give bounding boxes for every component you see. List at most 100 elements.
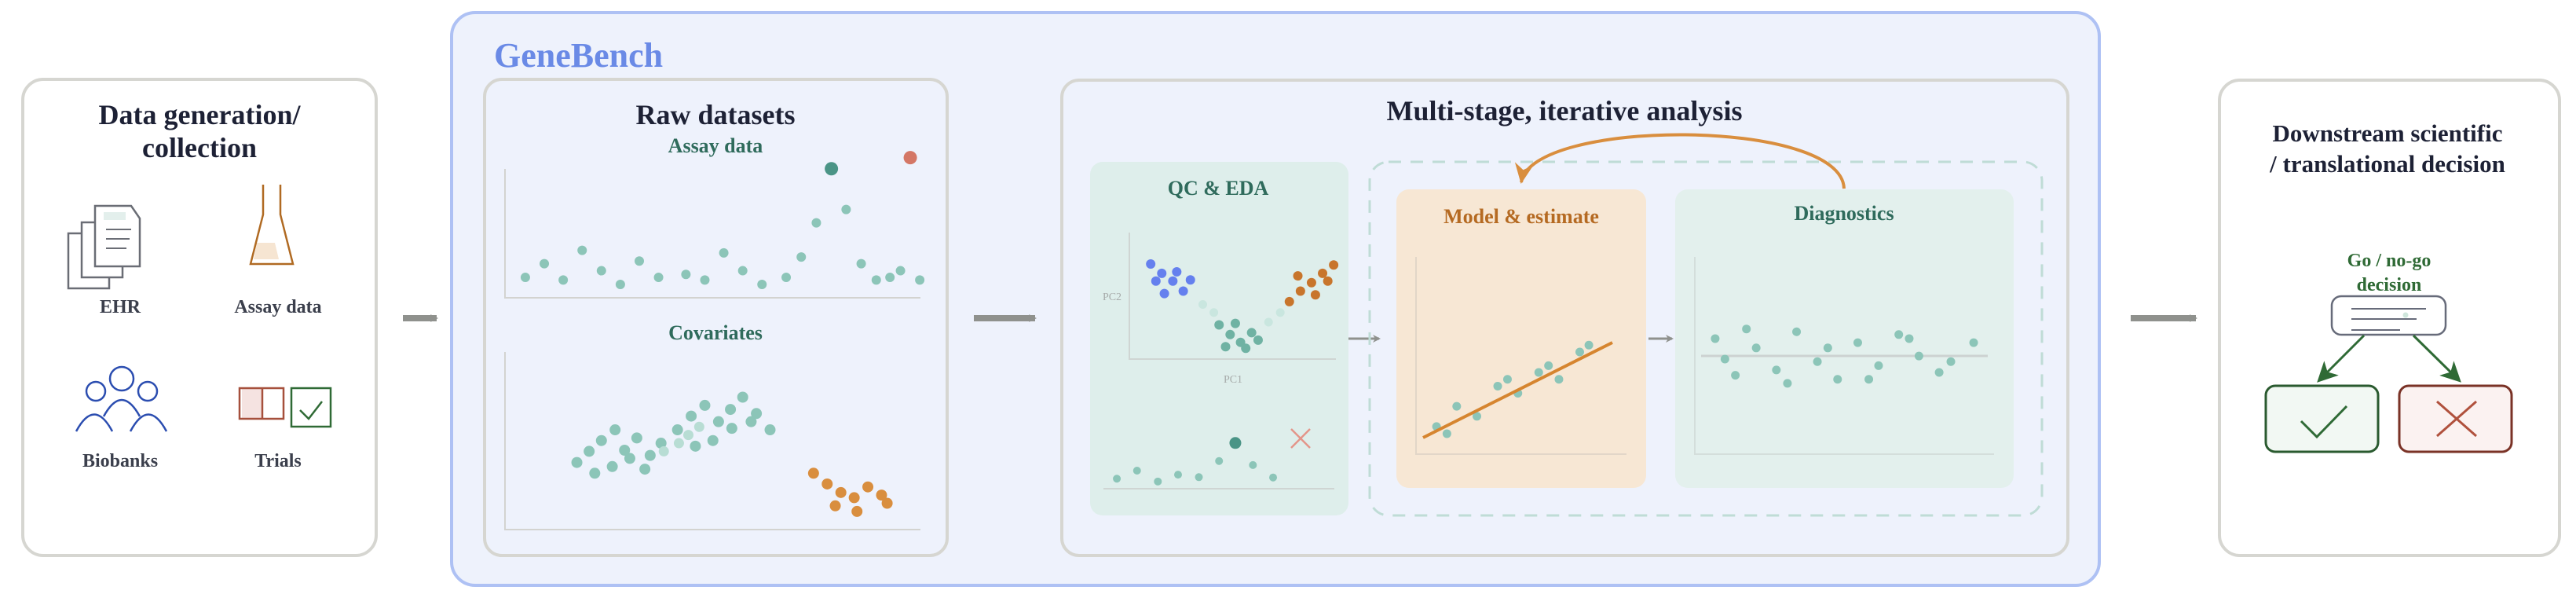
residual-scatter — [1711, 324, 1978, 388]
source-label-trials: Trials — [254, 451, 302, 471]
decision-title-line2: / translational decision — [2269, 150, 2505, 178]
assay-point — [856, 258, 866, 269]
pca-cluster-orange-point — [1284, 296, 1294, 306]
qc-eda-title: QC & EDA — [1168, 177, 1269, 200]
covariates-label: Covariates — [668, 321, 763, 344]
raw-datasets-title: Raw datasets — [636, 99, 796, 130]
residual-point — [1751, 343, 1761, 353]
assay-point — [895, 266, 906, 276]
covariates-axes — [504, 352, 920, 530]
covariate-point — [595, 434, 607, 446]
pca-cluster-teal-point — [1253, 335, 1263, 345]
covariate-point — [712, 416, 724, 427]
covariate-point-faded — [658, 446, 669, 456]
pca-cluster-teal-point — [1246, 328, 1257, 338]
flask-icon — [249, 185, 295, 266]
qc-strip-point — [1154, 477, 1162, 486]
pca-faded-point — [1275, 308, 1285, 317]
covariate-point — [644, 449, 656, 461]
pca-cluster-teal-point — [1220, 342, 1231, 352]
covariate-point — [726, 423, 737, 434]
covariate-point — [725, 404, 737, 416]
go-arrow — [2317, 334, 2366, 383]
pc2-label: PC2 — [1103, 292, 1122, 303]
assay-point — [841, 204, 851, 214]
residual-point — [1894, 330, 1904, 339]
covariate-point — [619, 445, 631, 456]
assay-point — [653, 273, 664, 283]
covariate-batch-point — [821, 478, 833, 490]
qc-strip-highlight-point — [1229, 437, 1242, 449]
check-icon — [2300, 405, 2348, 439]
model-point — [1442, 429, 1451, 438]
collection-panel: Data generation/ collection EHR Assay da… — [21, 78, 378, 557]
genebench-panel: GeneBench Raw datasets Assay data Covari… — [450, 11, 2101, 587]
pca-cluster-blue-point — [1172, 266, 1182, 277]
model-point — [1473, 412, 1482, 421]
assay-point — [885, 273, 895, 283]
pca-cluster-orange-point — [1323, 276, 1333, 286]
assay-point — [596, 266, 606, 276]
go-outcome-box — [2264, 384, 2380, 453]
assay-point — [558, 275, 569, 285]
residual-point — [1864, 375, 1874, 384]
outlier-cross-icon — [1290, 428, 1311, 449]
decision-document-icon — [2330, 295, 2447, 336]
residual-point — [1969, 338, 1978, 347]
nogo-outcome-box — [2398, 384, 2513, 453]
assay-outlier-point — [903, 151, 917, 165]
pca-cluster-teal-point — [1214, 320, 1224, 330]
diagnostics-panel: Diagnostics — [1675, 189, 2014, 488]
residual-point — [1853, 338, 1862, 347]
residual-point — [1874, 361, 1883, 370]
regression-line — [1422, 341, 1613, 439]
analysis-panel: Multi-stage, iterative analysis QC & EDA… — [1060, 79, 2069, 557]
pca-cluster-blue-point — [1159, 288, 1169, 299]
qc-strip-point — [1215, 456, 1224, 465]
model-point — [1493, 381, 1502, 390]
assay-point — [781, 273, 792, 283]
collection-title-line1: Data generation/ — [99, 99, 302, 130]
residual-point — [1720, 354, 1729, 364]
covariate-point — [690, 440, 701, 452]
pca-cluster-teal-point — [1225, 329, 1235, 339]
pca-cluster-orange-point — [1310, 290, 1320, 300]
assay-point — [615, 280, 625, 290]
covariate-batch-point — [862, 481, 874, 493]
residual-point — [1823, 343, 1832, 353]
assay-point — [757, 280, 767, 290]
pca-faded-point — [1209, 308, 1219, 317]
assay-point — [915, 275, 925, 285]
residual-point — [1711, 334, 1720, 343]
covariate-point — [655, 438, 667, 449]
decision-title-line1: Downstream scientific — [2272, 119, 2502, 147]
covariate-point — [745, 416, 757, 427]
go-nogo-label-line2: decision — [2357, 275, 2422, 295]
cross-icon — [2436, 400, 2477, 438]
documents-icon — [67, 204, 141, 290]
qc-strip-scatter — [1113, 437, 1278, 486]
covariate-point — [751, 408, 763, 420]
pca-cluster-orange-point — [1306, 277, 1316, 288]
covariate-point — [624, 453, 635, 464]
model-estimate-panel: Model & estimate — [1396, 189, 1646, 488]
residual-point — [1742, 324, 1751, 334]
covariate-batch-point — [835, 486, 847, 498]
pca-faded-point — [1264, 317, 1273, 327]
covariate-point-faded — [673, 438, 684, 449]
covariate-batch-point — [876, 490, 887, 501]
iteration-arrow — [1515, 133, 1846, 189]
nogo-arrow — [2412, 334, 2461, 383]
source-label-ehr: EHR — [100, 297, 141, 317]
go-nogo-label-line1: Go / no-go — [2347, 251, 2431, 271]
assay-scatter — [520, 151, 925, 290]
qc-strip-point — [1249, 460, 1257, 469]
collection-title-line2: collection — [142, 132, 257, 163]
covariate-point — [609, 424, 621, 436]
pca-cluster-orange-point — [1329, 260, 1339, 270]
assay-point — [700, 275, 710, 285]
qc-strip-point — [1195, 473, 1203, 482]
residual-point — [1783, 379, 1792, 388]
pca-cluster-blue-point — [1151, 276, 1161, 286]
covariate-point — [631, 432, 642, 444]
